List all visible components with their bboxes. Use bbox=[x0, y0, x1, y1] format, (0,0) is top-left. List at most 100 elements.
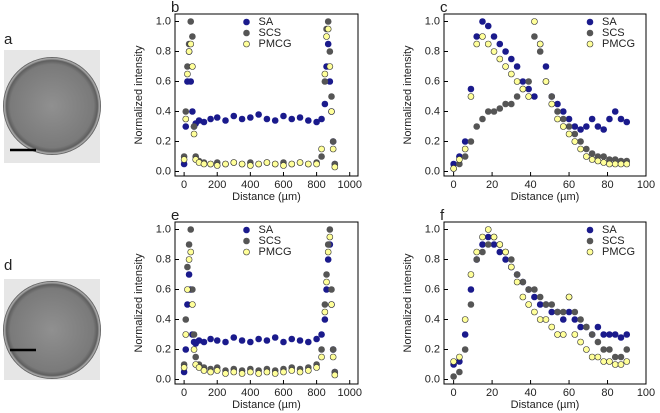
point bbox=[190, 346, 198, 353]
x-tick-label: 1000 bbox=[337, 179, 361, 191]
legend-marker bbox=[586, 248, 594, 256]
point bbox=[324, 256, 332, 263]
x-tick-label: 0 bbox=[451, 387, 457, 399]
point bbox=[467, 286, 475, 293]
point bbox=[508, 55, 515, 63]
point bbox=[565, 123, 573, 130]
point bbox=[213, 337, 221, 344]
panel-label: a bbox=[4, 31, 13, 48]
legend-marker bbox=[243, 29, 250, 37]
point bbox=[263, 115, 271, 123]
point bbox=[577, 338, 584, 346]
point bbox=[296, 114, 304, 121]
panel-label: d bbox=[4, 257, 12, 274]
x-tick-label: 0 bbox=[181, 387, 187, 399]
point bbox=[271, 370, 279, 377]
point bbox=[288, 160, 296, 168]
x-axis-label: Distance (µm) bbox=[511, 191, 580, 203]
point bbox=[185, 271, 193, 278]
legend-marker bbox=[243, 226, 250, 234]
plot-frame bbox=[174, 221, 359, 385]
point bbox=[321, 70, 329, 78]
y-tick-label: 0.2 bbox=[425, 135, 440, 147]
legend-marker bbox=[243, 248, 250, 256]
y-tick-label: 0.0 bbox=[425, 373, 440, 385]
y-tick-label: 0.2 bbox=[156, 343, 171, 355]
point bbox=[323, 33, 330, 40]
point bbox=[617, 160, 625, 168]
point bbox=[305, 367, 312, 374]
point bbox=[542, 316, 550, 323]
point bbox=[461, 138, 469, 145]
point bbox=[305, 338, 312, 346]
droplet bbox=[3, 281, 101, 379]
point bbox=[519, 293, 527, 301]
point bbox=[611, 353, 619, 361]
point bbox=[536, 48, 544, 55]
point bbox=[606, 115, 613, 123]
point bbox=[559, 123, 567, 130]
point bbox=[329, 353, 337, 361]
point bbox=[577, 323, 584, 331]
point bbox=[473, 33, 481, 40]
y-tick-label: 0.4 bbox=[425, 105, 440, 117]
point bbox=[531, 18, 538, 25]
point bbox=[328, 301, 335, 308]
legend-label: SCS bbox=[602, 235, 625, 247]
point bbox=[479, 233, 486, 241]
point bbox=[531, 286, 538, 293]
point bbox=[184, 70, 191, 78]
plot-frame bbox=[174, 13, 359, 177]
point bbox=[484, 226, 492, 233]
point bbox=[559, 331, 567, 338]
point bbox=[238, 370, 246, 377]
x-tick-label: 0 bbox=[451, 179, 457, 191]
point bbox=[496, 241, 504, 248]
point bbox=[467, 85, 475, 93]
point bbox=[577, 138, 584, 145]
y-tick-label: 1.0 bbox=[156, 223, 171, 235]
x-tick-label: 100 bbox=[637, 179, 655, 191]
point bbox=[583, 346, 590, 353]
point bbox=[280, 338, 287, 346]
y-tick-label: 0.0 bbox=[425, 165, 440, 177]
point bbox=[479, 241, 486, 248]
point bbox=[230, 334, 238, 341]
point bbox=[571, 316, 579, 323]
point bbox=[296, 368, 304, 376]
point bbox=[600, 126, 607, 133]
point bbox=[513, 63, 521, 70]
x-tick-label: 100 bbox=[637, 387, 655, 399]
point bbox=[180, 156, 188, 163]
point bbox=[318, 145, 325, 153]
point bbox=[600, 153, 607, 160]
point bbox=[508, 70, 515, 78]
point bbox=[247, 162, 254, 169]
legend-label: SCS bbox=[602, 27, 625, 39]
point bbox=[456, 368, 463, 376]
point bbox=[318, 353, 325, 361]
point bbox=[554, 308, 561, 316]
point bbox=[255, 370, 262, 377]
point bbox=[594, 323, 602, 331]
point bbox=[190, 130, 198, 138]
point bbox=[461, 316, 469, 323]
point bbox=[559, 308, 567, 316]
x-tick-label: 80 bbox=[601, 387, 613, 399]
point bbox=[525, 301, 532, 308]
point bbox=[554, 100, 561, 108]
panel-label: c bbox=[440, 0, 448, 16]
point bbox=[263, 368, 271, 376]
legend-label: PMCG bbox=[602, 38, 635, 50]
y-tick-label: 0.8 bbox=[425, 253, 440, 265]
x-axis-label: Distance (µm) bbox=[511, 399, 580, 411]
plot-frame bbox=[443, 221, 647, 385]
y-tick-label: 1.0 bbox=[425, 15, 440, 27]
legend-marker bbox=[243, 18, 250, 26]
point bbox=[525, 286, 532, 293]
y-tick-label: 0.6 bbox=[156, 283, 171, 295]
point bbox=[479, 248, 486, 256]
point bbox=[484, 40, 492, 48]
point bbox=[324, 18, 332, 25]
point bbox=[611, 361, 619, 368]
